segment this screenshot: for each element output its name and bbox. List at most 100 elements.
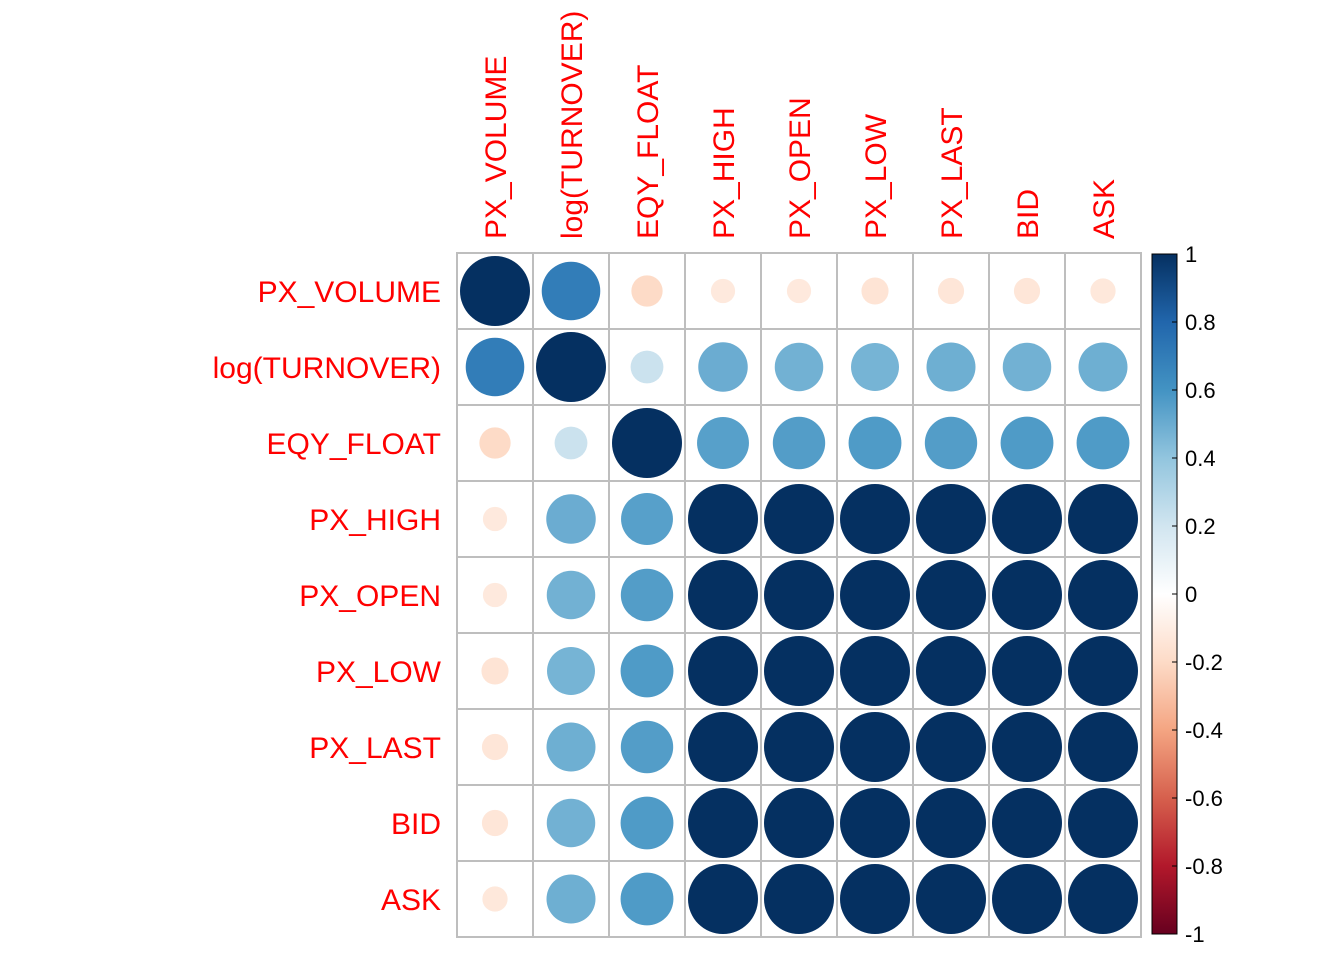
corr-circle-px-low-px-high [688, 636, 758, 706]
corr-circle-px-high-eqy-float [621, 493, 673, 545]
corr-circle-log-turnover-px-volume [465, 337, 525, 397]
corr-circle-bid-px-open [764, 788, 834, 858]
corr-circle-px-open-px-high [688, 560, 758, 630]
grid-cell [760, 328, 838, 406]
corr-circle-log-turnover-ask [1078, 342, 1128, 392]
corr-circle-px-low-ask [1068, 636, 1138, 706]
corr-circle-log-turnover-px-low [851, 343, 899, 391]
grid-cell [988, 252, 1066, 330]
corr-circle-px-volume-ask [1090, 278, 1116, 304]
corr-circle-px-low-px-volume [481, 657, 509, 685]
corr-circle-log-turnover-bid [1002, 342, 1052, 392]
corr-circle-px-low-bid [992, 636, 1062, 706]
row-label-px-low: PX_LOW [316, 656, 442, 689]
legend-tick-label: -0.6 [1185, 786, 1223, 811]
corr-circle-px-open-px-low [840, 560, 910, 630]
corr-circle-eqy-float-log-turnover [554, 426, 588, 460]
corr-circle-px-last-px-high [688, 712, 758, 782]
row-label-ask: ASK [381, 884, 441, 917]
corr-circle-px-volume-log-turnover [541, 261, 601, 321]
corr-circle-px-volume-px-low [861, 277, 889, 305]
corr-circle-ask-ask [1068, 864, 1138, 934]
legend-tick-label: 0.2 [1185, 514, 1216, 539]
corr-circle-bid-px-high [688, 788, 758, 858]
legend-tick-label: 0.6 [1185, 378, 1216, 403]
corr-circle-px-volume-px-high [710, 278, 736, 304]
row-label-eqy-float: EQY_FLOAT [267, 428, 442, 461]
corr-circle-px-volume-px-volume [460, 256, 530, 326]
corr-circle-px-high-px-low [840, 484, 910, 554]
corr-circle-bid-ask [1068, 788, 1138, 858]
corr-circle-log-turnover-eqy-float [630, 350, 664, 384]
corr-circle-px-low-px-open [764, 636, 834, 706]
col-label-px-open: PX_OPEN [784, 97, 817, 239]
corr-circle-px-last-px-last [916, 712, 986, 782]
corr-circle-px-last-log-turnover [546, 722, 596, 772]
corr-circle-bid-bid [992, 788, 1062, 858]
col-label-px-volume: PX_VOLUME [480, 56, 513, 239]
row-label-px-open: PX_OPEN [299, 580, 441, 613]
corr-circle-px-high-ask [1068, 484, 1138, 554]
col-label-ask: ASK [1088, 179, 1121, 239]
corr-circle-log-turnover-px-high [698, 342, 748, 392]
corr-circle-px-last-ask [1068, 712, 1138, 782]
corr-circle-px-last-px-low [840, 712, 910, 782]
corr-circle-ask-eqy-float [620, 872, 674, 926]
corr-circle-px-open-px-last [916, 560, 986, 630]
corr-circle-px-volume-px-open [786, 278, 812, 304]
col-label-px-high: PX_HIGH [708, 107, 741, 239]
row-label-px-last: PX_LAST [309, 732, 441, 765]
legend-tick-label: 0.4 [1185, 446, 1216, 471]
corr-circle-log-turnover-log-turnover [536, 332, 606, 402]
corr-circle-ask-px-low [840, 864, 910, 934]
corr-circle-px-last-bid [992, 712, 1062, 782]
legend-tick-label: -0.8 [1185, 854, 1223, 879]
corr-circle-bid-log-turnover [546, 798, 596, 848]
corr-circle-px-low-px-low [840, 636, 910, 706]
corr-circle-px-open-px-volume [482, 582, 508, 608]
corr-circle-px-volume-eqy-float [631, 275, 663, 307]
row-labels: PX_VOLUME log(TURNOVER) EQY_FLOAT PX_HIGH PX… [213, 276, 442, 917]
corr-circle-px-high-px-high [688, 484, 758, 554]
corr-circle-px-last-px-volume [481, 733, 509, 761]
corr-circle-eqy-float-eqy-float [612, 408, 682, 478]
corr-circle-px-high-px-last [916, 484, 986, 554]
corr-circle-px-low-px-last [916, 636, 986, 706]
corr-circle-px-open-bid [992, 560, 1062, 630]
col-label-eqy-float: EQY_FLOAT [632, 65, 665, 240]
corr-circle-log-turnover-px-open [774, 342, 824, 392]
row-label-log-turnover: log(TURNOVER) [213, 352, 441, 385]
col-label-px-low: PX_LOW [860, 113, 893, 239]
corr-circle-px-low-log-turnover [547, 647, 595, 695]
legend-tick-label: -0.4 [1185, 718, 1223, 743]
corr-circle-px-high-px-volume [482, 506, 508, 532]
corr-circle-bid-px-last [916, 788, 986, 858]
legend-tick-label: 0.8 [1185, 310, 1216, 335]
corr-circle-eqy-float-px-volume [479, 427, 511, 459]
corr-circle-bid-px-low [840, 788, 910, 858]
corr-circle-px-last-eqy-float [620, 720, 674, 774]
corr-circle-px-open-ask [1068, 560, 1138, 630]
legend-tick-label: 1 [1185, 242, 1197, 267]
col-label-px-last: PX_LAST [936, 107, 969, 239]
legend-tick-label: 0 [1185, 582, 1197, 607]
corr-circle-ask-px-open [764, 864, 834, 934]
corr-circle-eqy-float-px-open [772, 416, 826, 470]
row-label-px-volume: PX_VOLUME [258, 276, 441, 309]
corr-circle-eqy-float-px-last [924, 416, 978, 470]
corr-circle-ask-px-volume [482, 886, 508, 912]
col-label-log-turnover: log(TURNOVER) [556, 11, 589, 239]
legend-tick-label: -1 [1185, 922, 1205, 947]
legend-tick-label: -0.2 [1185, 650, 1223, 675]
row-label-px-high: PX_HIGH [309, 504, 441, 537]
row-label-bid: BID [391, 808, 441, 841]
corr-circle-eqy-float-px-low [848, 416, 902, 470]
corr-circle-bid-eqy-float [620, 796, 674, 850]
corr-circle-px-open-eqy-float [620, 568, 674, 622]
corr-circle-px-volume-px-last [937, 277, 965, 305]
corr-circle-ask-px-last [916, 864, 986, 934]
corr-circle-px-low-eqy-float [620, 644, 674, 698]
corr-circle-ask-px-high [688, 864, 758, 934]
corr-circle-px-high-px-open [764, 484, 834, 554]
